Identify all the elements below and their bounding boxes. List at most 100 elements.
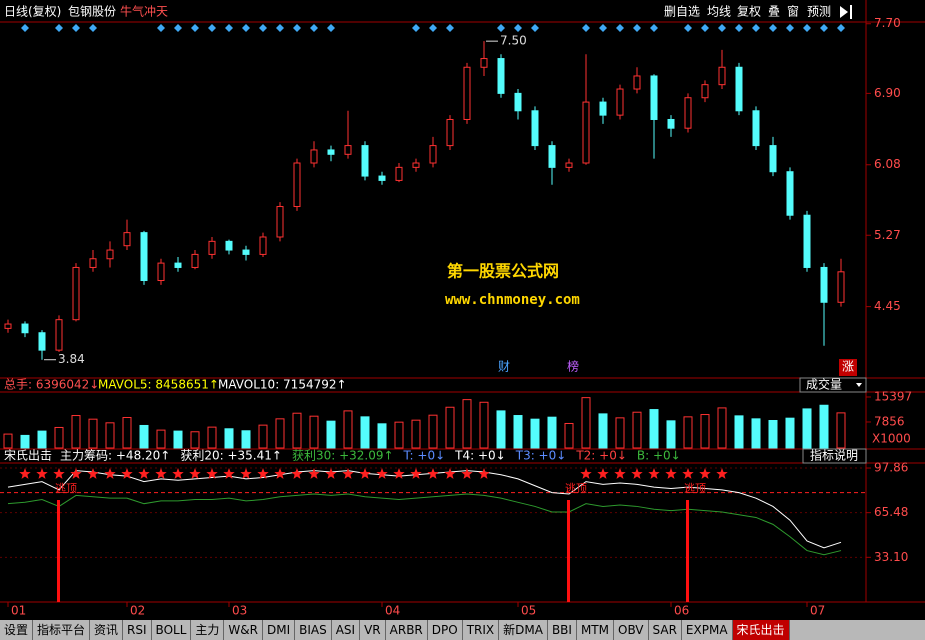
event-marker[interactable]: 涨 — [842, 359, 854, 374]
signal-star — [308, 468, 320, 479]
x-tick-label: 06 — [674, 604, 689, 618]
toolbar-button[interactable]: 窗 — [787, 5, 799, 19]
tab[interactable]: BOLL — [152, 620, 192, 640]
signal-star — [223, 468, 235, 479]
signal-diamond — [327, 24, 335, 32]
tab[interactable]: 资讯 — [90, 620, 124, 640]
signal-star — [87, 468, 99, 479]
escape-label: 逃顶 — [565, 482, 587, 495]
candle-body — [429, 145, 437, 164]
volume-bar — [258, 424, 268, 449]
candle-body — [242, 249, 250, 255]
candle-body — [582, 101, 590, 164]
tab[interactable]: BIAS — [295, 620, 332, 640]
tab[interactable]: EXPMA — [682, 620, 733, 640]
signal-diamond — [514, 24, 522, 32]
volume-bar — [547, 416, 557, 449]
toolbar-button[interactable]: 复权 — [737, 5, 761, 19]
signal-star — [427, 468, 439, 479]
toolbar-button[interactable]: 删自选 — [664, 5, 700, 19]
escape-label: 逃顶 — [684, 482, 706, 495]
x-tick-label: 02 — [130, 604, 145, 618]
signal-diamond — [752, 24, 760, 32]
signal-star — [665, 468, 677, 479]
tab[interactable]: VR — [360, 620, 386, 640]
signal-star — [104, 468, 116, 479]
candle-body — [820, 266, 828, 303]
escape-label: 逃顶 — [55, 482, 77, 495]
volume-bar — [377, 423, 387, 449]
candle-body — [21, 323, 29, 334]
y-tick-label: 33.10 — [874, 550, 908, 564]
candle-body — [72, 266, 80, 321]
selector-box[interactable] — [799, 377, 867, 393]
event-marker[interactable]: 财 — [498, 360, 510, 374]
indicator-name: 宋氏出击 — [4, 448, 52, 463]
toolbar-button[interactable]: 均线 — [707, 5, 731, 19]
event-marker[interactable]: 榜 — [567, 359, 579, 374]
toolbar-button[interactable]: 叠 — [768, 5, 780, 19]
volume-bar — [275, 418, 285, 449]
expand-icon[interactable] — [840, 6, 848, 18]
candle-body — [191, 253, 199, 268]
tab[interactable]: BBI — [548, 620, 577, 640]
tab[interactable]: ARBR — [386, 620, 428, 640]
volume-bar — [700, 414, 710, 449]
tab[interactable]: OBV — [614, 620, 649, 640]
indicator-line — [7, 493, 842, 556]
signal-diamond — [429, 24, 437, 32]
candle-body — [531, 110, 539, 147]
volume-bar — [71, 415, 81, 449]
tab[interactable]: 主力 — [191, 620, 225, 640]
indicator-value: 获利30: +32.09↑ — [292, 449, 394, 463]
indicator-value: B: +0↓ — [637, 449, 681, 463]
candle-body — [123, 232, 131, 247]
volume-bar — [224, 428, 234, 449]
volume-bar — [598, 413, 608, 449]
selector-label[interactable]: 成交量 — [806, 377, 842, 392]
help-button-label[interactable]: 指标说明 — [810, 448, 858, 463]
toolbar: 删自选 均线 复权 叠 窗 预测 — [664, 5, 852, 19]
signal-diamond — [599, 24, 607, 32]
volume-bar — [173, 430, 183, 449]
signal-diamond — [293, 24, 301, 32]
tab[interactable]: 新DMA — [499, 620, 548, 640]
indicator-line — [7, 470, 842, 549]
signal-star — [478, 468, 490, 479]
signal-diamond — [497, 24, 505, 32]
tab[interactable]: 宋氏出击 — [732, 620, 790, 640]
volume-total: 总手: 6396042↓ — [4, 378, 99, 392]
tab[interactable]: 指标平台 — [33, 620, 91, 640]
candle-body — [599, 101, 607, 116]
tab[interactable]: ASI — [332, 620, 361, 640]
tab[interactable]: TRIX — [463, 620, 500, 640]
signal-star — [70, 468, 82, 479]
signal-star — [444, 468, 456, 479]
signal-star — [597, 468, 609, 479]
indicator-value: 主力筹码: +48.20↑ — [60, 449, 170, 463]
candle-body — [718, 66, 726, 86]
unit-label: X1000 — [872, 432, 911, 446]
tab[interactable]: DMI — [263, 620, 296, 640]
volume-bar — [292, 412, 302, 449]
candle-body — [803, 214, 811, 268]
tab[interactable]: W&R — [224, 620, 263, 640]
tab[interactable]: SAR — [649, 620, 682, 640]
tab[interactable]: 设置 — [0, 620, 34, 640]
tab[interactable]: RSI — [123, 620, 152, 640]
signal-star — [240, 468, 252, 479]
signal-diamond — [310, 24, 318, 32]
help-button[interactable] — [802, 448, 867, 464]
tab-bar: 设置 指标平台 资讯 RSI BOLL 主力 W&R DMI BIAS ASI VR ARBR DPO T… — [0, 620, 925, 640]
volume-bar — [819, 404, 829, 449]
signal-star — [716, 468, 728, 479]
tab[interactable]: DPO — [428, 620, 463, 640]
volume-bar — [632, 411, 642, 449]
volume-bar — [360, 416, 370, 449]
candle-body — [497, 58, 505, 94]
x-tick-label: 07 — [810, 604, 825, 618]
tab[interactable]: MTM — [577, 620, 614, 640]
toolbar-button[interactable]: 预测 — [807, 5, 831, 19]
y-tick-label: 65.48 — [874, 505, 908, 519]
